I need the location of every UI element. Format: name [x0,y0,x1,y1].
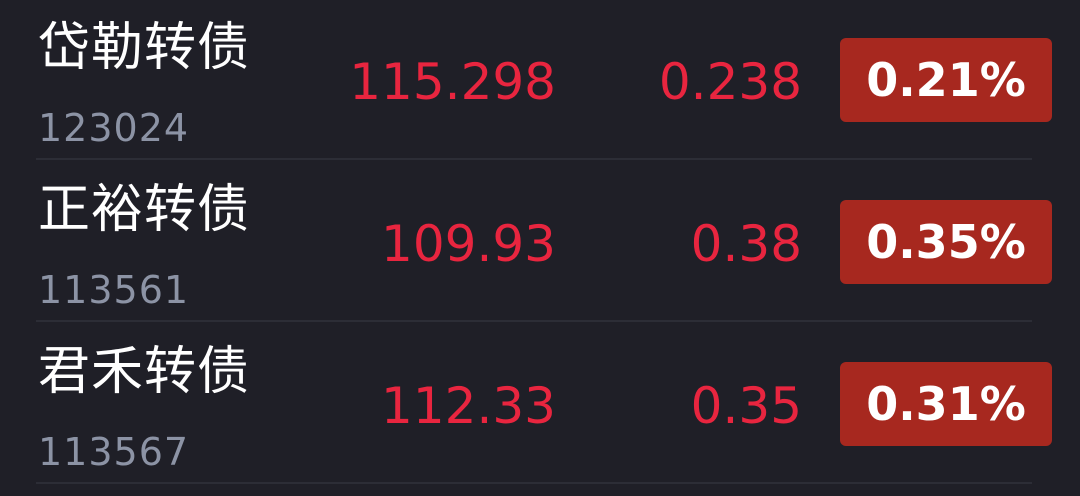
latest-price: 112.33 [381,377,556,435]
latest-price: 109.93 [381,215,556,273]
percent-change-badge[interactable]: 0.31% [840,362,1052,446]
bond-name: 君禾转债 [38,342,251,402]
bond-name: 岱勒转债 [38,18,251,78]
bond-code: 113561 [38,268,190,312]
row-divider [36,320,1032,322]
price-change: 0.238 [658,53,802,111]
row-divider [36,158,1032,160]
percent-change-badge[interactable]: 0.35% [840,200,1052,284]
price-change: 0.35 [690,377,802,435]
price-change: 0.38 [690,215,802,273]
percent-change-badge[interactable]: 0.21% [840,38,1052,122]
list-item[interactable]: 君禾转债 113567 112.33 0.35 0.31% [0,324,1080,486]
bond-name: 正裕转债 [38,180,251,240]
latest-price: 115.298 [349,53,556,111]
list-item[interactable]: 岱勒转债 123024 115.298 0.238 0.21% [0,0,1080,162]
bond-code: 113567 [38,430,190,474]
row-divider [36,482,1032,484]
bond-code: 123024 [38,106,190,150]
list-item[interactable]: 正裕转债 113561 109.93 0.38 0.35% [0,162,1080,324]
